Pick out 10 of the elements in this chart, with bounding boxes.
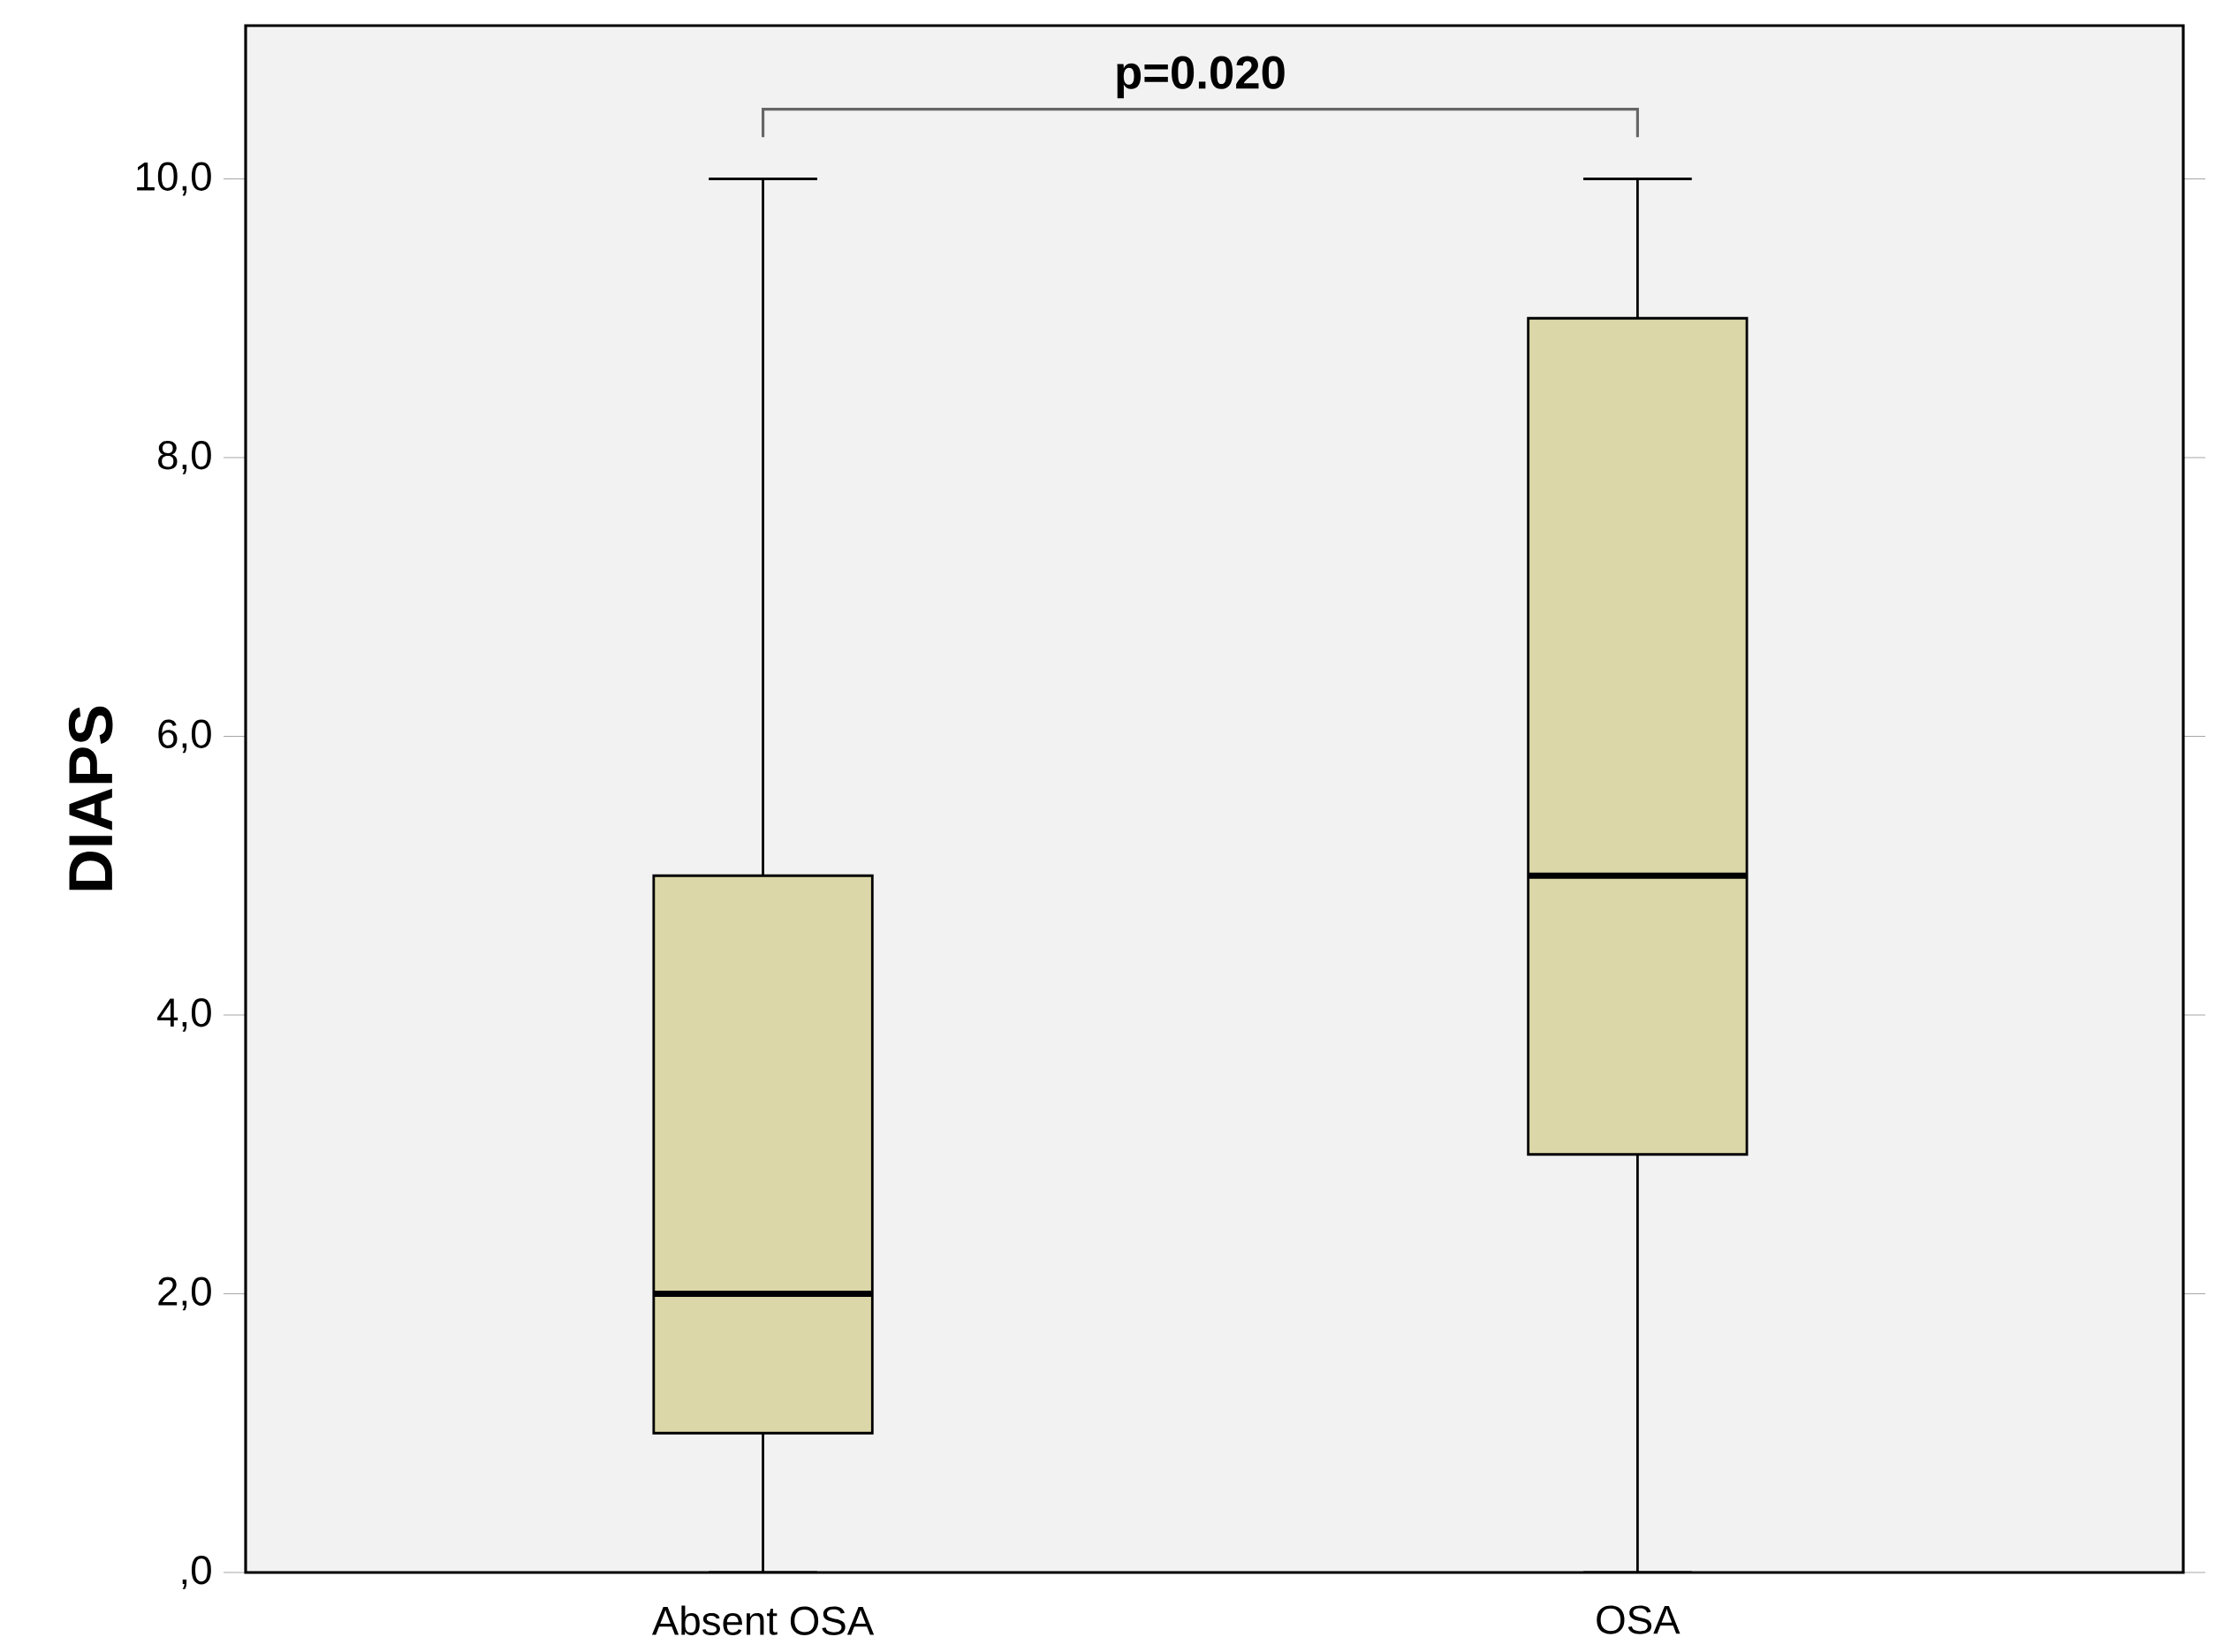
y-tick-label: 2,0 <box>158 1277 211 1311</box>
y-tick-label: 10,0 <box>137 162 211 196</box>
y-tick-label: ,0 <box>182 1556 211 1589</box>
annotation: p=0.020 <box>1117 56 1285 99</box>
y-tick-label: 6,0 <box>158 719 211 754</box>
x-tick-label: OSA <box>1597 1605 1681 1634</box>
y-axis-title: DIAPS <box>68 706 113 890</box>
y-tick-label: 8,0 <box>158 441 211 474</box>
y-tick-label: 4,0 <box>157 998 211 1032</box>
x-tick-label: Absent OSA <box>651 1605 875 1635</box>
